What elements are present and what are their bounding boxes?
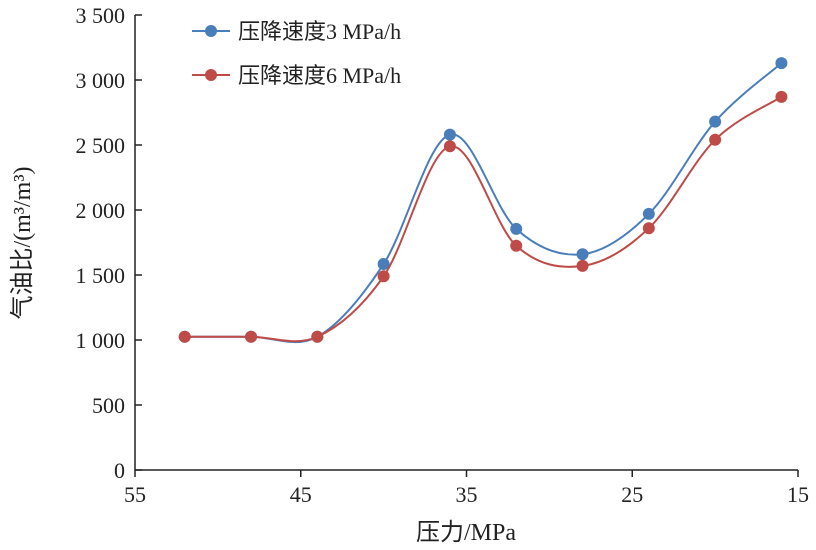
x-tick-label-4: 15	[787, 482, 809, 507]
series-1	[178, 57, 788, 344]
y-tick-label-0: 0	[114, 458, 125, 483]
legend-marker-1	[205, 25, 217, 37]
series-2-point-4	[443, 140, 456, 153]
series-1-point-7	[642, 207, 655, 220]
x-tick-label-1: 45	[290, 482, 312, 507]
series-2-point-2	[311, 330, 324, 343]
series-1-point-9	[775, 57, 788, 70]
x-tick-label-0: 55	[124, 482, 146, 507]
x-tick-label-2: 35	[456, 482, 478, 507]
series-layer	[178, 57, 788, 344]
series-1-point-5	[510, 222, 523, 235]
series-line-1	[184, 62, 783, 344]
series-2-point-3	[377, 270, 390, 283]
legend-item-1: 压降速度3 MPa/h	[192, 19, 401, 44]
y-tick-label-4: 2 000	[76, 198, 126, 223]
y-axis-title: 气油比/(m³/m³)	[9, 166, 36, 319]
legend-label-1: 压降速度3 MPa/h	[238, 19, 401, 44]
series-2-point-6	[576, 259, 589, 272]
legend-marker-2	[205, 69, 217, 81]
y-tick-label-3: 1 500	[76, 263, 126, 288]
series-1-point-3	[377, 257, 390, 270]
axes: 0 500 1 000 1 500 2 000 2 500 3 000 3 500 55 45 35…	[76, 3, 810, 507]
x-tick-label-3: 25	[621, 482, 643, 507]
series-2-point-7	[642, 222, 655, 235]
legend: 压降速度3 MPa/h 压降速度6 MPa/h	[192, 19, 401, 88]
y-tick-label-7: 3 500	[76, 3, 126, 28]
series-2-point-5	[510, 239, 523, 252]
y-tick-label-6: 3 000	[76, 68, 126, 93]
series-2	[178, 90, 788, 343]
series-line-2	[184, 96, 782, 343]
y-tick-label-2: 1 000	[76, 328, 126, 353]
y-tick-label-5: 2 500	[76, 133, 126, 158]
series-2-point-0	[178, 330, 191, 343]
x-axis-title: 压力/MPa	[416, 519, 516, 546]
series-1-point-6	[576, 248, 589, 261]
y-tick-label-1: 500	[92, 393, 125, 418]
series-2-point-8	[709, 133, 722, 146]
series-1-point-4	[443, 128, 456, 141]
series-2-point-1	[245, 330, 258, 343]
legend-label-2: 压降速度6 MPa/h	[238, 63, 401, 88]
series-2-point-9	[775, 90, 788, 103]
legend-item-2: 压降速度6 MPa/h	[192, 63, 401, 88]
series-1-point-8	[709, 115, 722, 128]
